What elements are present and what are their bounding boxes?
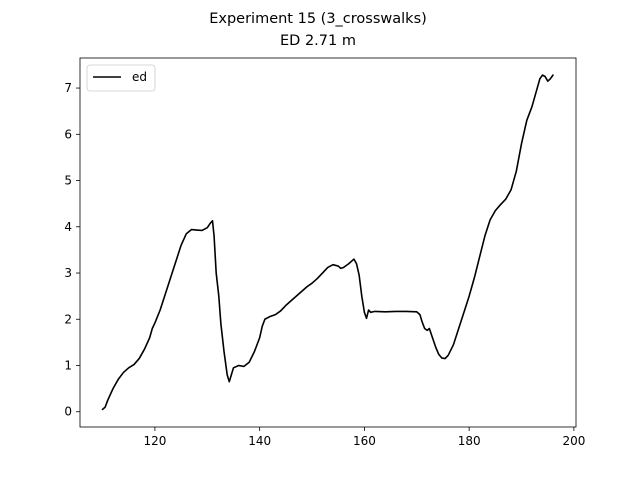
plot-area	[80, 58, 576, 427]
y-tick-label: 6	[64, 127, 72, 141]
y-tick-label: 2	[64, 312, 72, 326]
x-tick-label: 120	[143, 434, 166, 448]
x-tick-label: 200	[562, 434, 585, 448]
y-tick-label: 3	[64, 266, 72, 280]
axes-frame	[79, 57, 577, 428]
x-tick-label: 140	[248, 434, 271, 448]
legend-label-ed: ed	[132, 70, 147, 84]
axes-background	[80, 58, 576, 427]
legend: ed	[86, 64, 156, 92]
y-tick-label: 1	[64, 359, 72, 373]
legend-box	[86, 64, 156, 92]
y-tick-label: 0	[64, 405, 72, 419]
y-axis: 0 1 2 3 4 5 6 7	[64, 81, 80, 419]
x-axis: 120 140 160 180 200	[143, 427, 585, 448]
x-tick-label: 180	[458, 434, 481, 448]
series-line-ed	[101, 74, 554, 411]
y-tick-label: 5	[64, 174, 72, 188]
x-tick-label: 160	[353, 434, 376, 448]
chart-subtitle: ED 2.71 m	[280, 33, 356, 49]
chart-title: Experiment 15 (3_crosswalks)	[209, 11, 427, 27]
y-tick-label: 7	[64, 81, 72, 95]
y-tick-label: 4	[64, 220, 72, 234]
